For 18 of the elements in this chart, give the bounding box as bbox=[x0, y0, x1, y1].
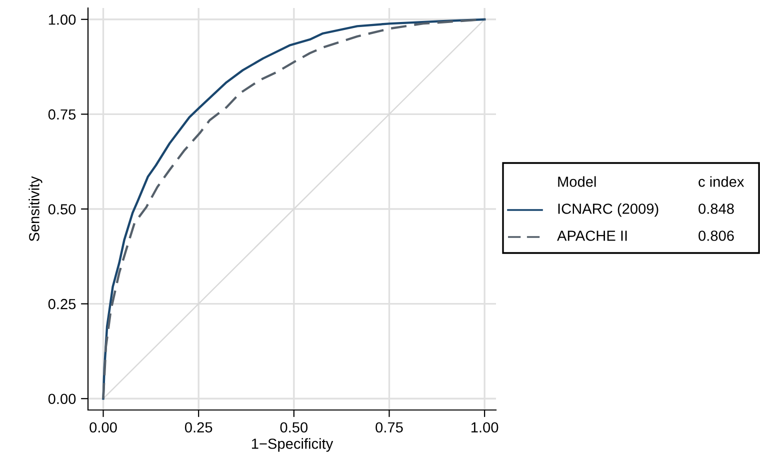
x-tick-label: 0.25 bbox=[184, 422, 212, 433]
legend-title: Model bbox=[558, 176, 596, 187]
text: 0.806 bbox=[698, 230, 734, 241]
x-axis-title: 1−Specificity bbox=[252, 438, 334, 452]
y-tick-label: 0.75 bbox=[48, 109, 76, 120]
y-tick-label: 0.50 bbox=[48, 204, 76, 214]
x-tick-label: 1.00 bbox=[471, 422, 498, 433]
text: c index bbox=[698, 176, 744, 187]
x-tick-label: 0.50 bbox=[280, 422, 308, 433]
text: 0.848 bbox=[698, 204, 734, 214]
x-tick-label: 0.00 bbox=[90, 422, 117, 433]
legend-label: ICNARC (2009) bbox=[558, 203, 658, 217]
legend-label: APACHE II bbox=[557, 230, 627, 241]
y-axis-title: Sensitivity bbox=[28, 176, 42, 242]
y-tick-label: 0.00 bbox=[48, 394, 76, 404]
y-tick-label: 0.25 bbox=[48, 298, 76, 310]
y-tick-label: 1.00 bbox=[48, 14, 76, 25]
x-tick-label: 0.75 bbox=[376, 422, 403, 433]
